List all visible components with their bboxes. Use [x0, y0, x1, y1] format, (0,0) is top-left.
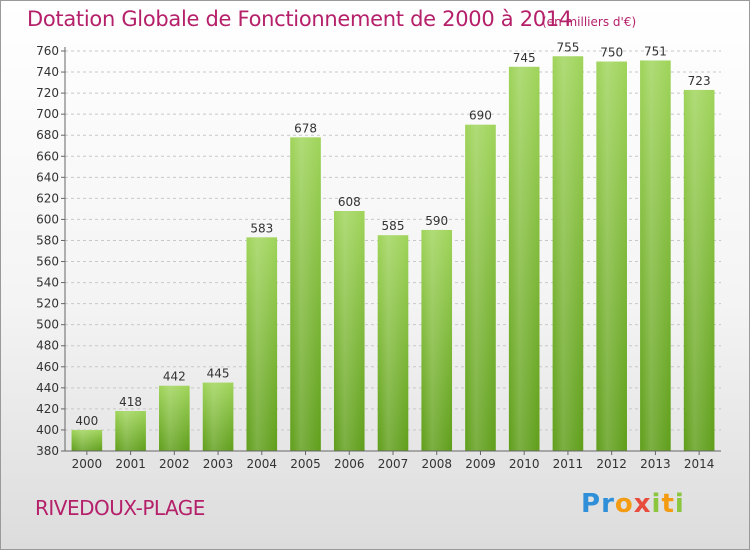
y-tick-label: 620 — [36, 191, 59, 205]
y-tick-label: 720 — [36, 86, 59, 100]
chart-title: Dotation Globale de Fonctionnement de 20… — [27, 7, 572, 31]
bar-highlight — [71, 429, 103, 451]
x-tick-label: 2003 — [203, 457, 234, 471]
data-label: 608 — [338, 195, 361, 209]
data-label: 745 — [513, 51, 536, 65]
x-tick-label: 2006 — [334, 457, 365, 471]
x-tick-label: 2014 — [684, 457, 715, 471]
bar-highlight — [552, 56, 584, 452]
data-label: 418 — [119, 395, 142, 409]
axes: 380 400 420 440 460 480 500 520 540 560 580 600 620 6… — [36, 44, 721, 471]
bar-highlight — [508, 66, 540, 451]
x-tick-label: 2007 — [378, 457, 409, 471]
y-tick-label: 660 — [36, 149, 59, 163]
x-tick-label: 2000 — [72, 457, 103, 471]
x-tick-label: 2008 — [421, 457, 452, 471]
y-tick-label: 760 — [36, 44, 59, 58]
logo-letter: r — [601, 489, 615, 519]
bar-highlight — [202, 382, 234, 451]
logo-letter: x — [633, 489, 652, 519]
data-label: 751 — [644, 44, 667, 58]
x-tick-label: 2011 — [553, 457, 584, 471]
y-tick-label: 600 — [36, 212, 59, 226]
bar-highlight — [377, 235, 409, 451]
y-tick-label: 400 — [36, 423, 59, 437]
x-tick-label: 2013 — [640, 457, 671, 471]
bar-highlight — [683, 89, 715, 452]
data-label: 400 — [75, 414, 98, 428]
y-tick-label: 540 — [36, 276, 59, 290]
y-tick-label: 460 — [36, 360, 59, 374]
y-tick-label: 480 — [36, 339, 59, 353]
x-tick-label: 2009 — [465, 457, 496, 471]
data-label: 590 — [425, 214, 448, 228]
data-label: 723 — [688, 74, 711, 88]
y-tick-label: 440 — [36, 381, 59, 395]
x-tick-label: 2005 — [290, 457, 321, 471]
data-label: 690 — [469, 109, 492, 123]
y-tick-label: 420 — [36, 402, 59, 416]
y-tick-label: 740 — [36, 65, 59, 79]
bar-highlight — [159, 385, 190, 451]
y-tick-label: 640 — [36, 170, 59, 184]
y-tick-label: 700 — [36, 107, 59, 121]
bar-highlight — [421, 229, 453, 451]
data-label: 755 — [556, 40, 579, 54]
data-label: 585 — [382, 219, 405, 233]
y-tick-label: 560 — [36, 255, 59, 269]
x-tick-label: 2010 — [509, 457, 540, 471]
data-label: 750 — [600, 46, 623, 60]
data-label: 678 — [294, 121, 317, 135]
y-tick-label: 380 — [36, 444, 59, 458]
proxiti-logo: Proxiti — [581, 489, 685, 519]
data-label: 583 — [250, 221, 273, 235]
bar-highlight — [115, 411, 146, 451]
bar-highlight — [290, 137, 321, 451]
x-tick-label: 2004 — [247, 457, 278, 471]
logo-letter: i — [674, 489, 685, 519]
x-tick-label: 2002 — [159, 457, 190, 471]
y-tick-label: 520 — [36, 297, 59, 311]
logo-letter: i — [651, 489, 662, 519]
y-tick-label: 680 — [36, 128, 59, 142]
x-tick-label: 2012 — [596, 457, 627, 471]
data-label: 442 — [163, 370, 186, 384]
bars: 400 418 442 445 583 678 608 585 590 690 745 755 750 7… — [71, 40, 715, 452]
bar-highlight — [596, 61, 627, 452]
logo-letter: P — [581, 489, 602, 519]
logo-letter: t — [661, 489, 675, 519]
data-label: 445 — [207, 367, 230, 381]
y-tick-label: 580 — [36, 233, 59, 247]
bar-highlight — [465, 124, 496, 452]
bar-highlight — [640, 60, 671, 451]
chart-subtitle: (en milliers d'€) — [542, 15, 637, 29]
y-tick-label: 500 — [36, 318, 59, 332]
logo-letter: o — [614, 489, 634, 519]
x-tick-label: 2001 — [115, 457, 146, 471]
bar-highlight — [246, 237, 278, 451]
bar-highlight — [333, 211, 365, 451]
location-name: RIVEDOUX-PLAGE — [35, 496, 205, 520]
